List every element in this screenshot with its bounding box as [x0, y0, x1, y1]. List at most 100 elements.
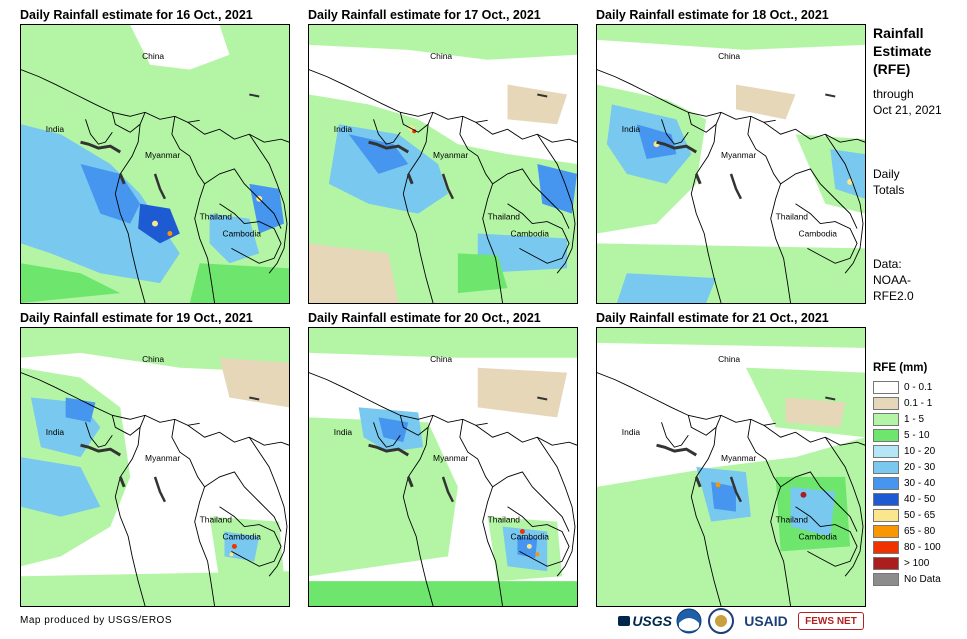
label-china: China	[430, 354, 452, 364]
rainfall-map: China India Myanmar Thailand Cambodia	[308, 327, 578, 607]
rainfall-map: China India Myanmar Thailand Cambodia	[596, 24, 866, 304]
label-thailand: Thailand	[776, 212, 809, 222]
totals-text: Totals	[873, 183, 905, 197]
label-thailand: Thailand	[776, 515, 809, 525]
legend-item: 10 - 20	[873, 443, 941, 459]
noaa-logo	[675, 606, 703, 636]
panel-title: Daily Rainfall estimate for 20 Oct., 202…	[308, 311, 541, 325]
legend-item: 1 - 5	[873, 411, 941, 427]
legend-item: 0.1 - 1	[873, 395, 941, 411]
label-india: India	[622, 427, 641, 437]
legend-label: 20 - 30	[904, 461, 936, 473]
usgs-logo: USGS	[618, 606, 672, 636]
rainfall-map: China India Myanmar Thailand Cambodia	[20, 327, 290, 607]
legend-swatch	[873, 556, 899, 570]
label-thailand: Thailand	[488, 212, 521, 222]
legend-swatch	[873, 412, 899, 426]
label-india: India	[334, 427, 353, 437]
legend-item: 65 - 80	[873, 523, 941, 539]
legend-label: 30 - 40	[904, 477, 936, 489]
label-myanmar: Myanmar	[145, 453, 180, 463]
legend-swatch	[873, 572, 899, 586]
date-text: Oct 21, 2021	[873, 103, 942, 117]
logo-strip: USGS USAID FEWS NET	[618, 606, 864, 636]
fews-net-logo: FEWS NET	[798, 612, 864, 630]
legend-label: 10 - 20	[904, 445, 936, 457]
legend-item: 30 - 40	[873, 475, 941, 491]
label-china: China	[718, 51, 740, 61]
label-china: China	[430, 51, 452, 61]
legend-swatch	[873, 508, 899, 522]
label-thailand: Thailand	[200, 212, 233, 222]
legend-swatch	[873, 476, 899, 490]
rainfall-map: China India Myanmar Thailand Cambodia	[20, 24, 290, 304]
sidebar-data-source: Data: NOAA- RFE2.0	[873, 256, 914, 304]
rainfall-map: China India Myanmar Thailand Cambodia	[596, 327, 866, 607]
panel-title: Daily Rainfall estimate for 16 Oct., 202…	[20, 8, 253, 22]
legend-item: 5 - 10	[873, 427, 941, 443]
label-cambodia: Cambodia	[798, 228, 837, 238]
data-source-line: RFE2.0	[873, 289, 914, 303]
legend-label: No Data	[904, 573, 941, 585]
legend-swatch	[873, 396, 899, 410]
legend-label: 1 - 5	[904, 413, 925, 425]
legend-swatch	[873, 444, 899, 458]
panel-title: Daily Rainfall estimate for 18 Oct., 202…	[596, 8, 829, 22]
label-cambodia: Cambodia	[510, 228, 549, 238]
label-china: China	[142, 354, 164, 364]
label-cambodia: Cambodia	[510, 531, 549, 541]
panel-title: Daily Rainfall estimate for 17 Oct., 202…	[308, 8, 541, 22]
state-seal-logo	[707, 606, 735, 636]
label-myanmar: Myanmar	[433, 453, 468, 463]
label-thailand: Thailand	[488, 515, 521, 525]
label-cambodia: Cambodia	[222, 531, 261, 541]
sidebar-daily-totals: Daily Totals	[873, 166, 904, 198]
label-thailand: Thailand	[200, 515, 233, 525]
legend-swatch	[873, 460, 899, 474]
legend-swatch	[873, 428, 899, 442]
label-cambodia: Cambodia	[222, 228, 261, 238]
legend-label: 65 - 80	[904, 525, 936, 537]
label-myanmar: Myanmar	[721, 150, 756, 160]
panel-title: Daily Rainfall estimate for 19 Oct., 202…	[20, 311, 253, 325]
panel-title: Daily Rainfall estimate for 21 Oct., 202…	[596, 311, 829, 325]
legend-item: No Data	[873, 571, 941, 587]
title-line: Rainfall	[873, 25, 924, 41]
label-india: India	[622, 124, 641, 134]
legend-item: 80 - 100	[873, 539, 941, 555]
label-india: India	[46, 427, 65, 437]
legend-swatch	[873, 380, 899, 394]
map-credit: Map produced by USGS/EROS	[20, 615, 173, 626]
rfe-legend: RFE (mm) 0 - 0.1 0.1 - 1 1 - 5 5 - 10 10 - 2…	[873, 362, 941, 587]
through-text: through	[873, 87, 914, 101]
label-china: China	[142, 51, 164, 61]
data-source-line: NOAA-	[873, 273, 912, 287]
legend-label: 80 - 100	[904, 541, 941, 553]
title-line: (RFE)	[873, 61, 911, 77]
legend-item: 50 - 65	[873, 507, 941, 523]
label-myanmar: Myanmar	[433, 150, 468, 160]
legend-title: RFE (mm)	[873, 362, 928, 374]
legend-item: 20 - 30	[873, 459, 941, 475]
legend-label: 5 - 10	[904, 429, 930, 441]
data-label: Data:	[873, 257, 902, 271]
label-myanmar: Myanmar	[145, 150, 180, 160]
legend-swatch	[873, 540, 899, 554]
legend-label: 40 - 50	[904, 493, 936, 505]
label-india: India	[334, 124, 353, 134]
label-cambodia: Cambodia	[798, 531, 837, 541]
legend-item: > 100	[873, 555, 941, 571]
label-india: India	[46, 124, 65, 134]
legend-swatch	[873, 524, 899, 538]
legend-item: 40 - 50	[873, 491, 941, 507]
label-china: China	[718, 354, 740, 364]
legend-swatch	[873, 492, 899, 506]
legend-label: > 100	[904, 557, 930, 569]
legend-label: 0 - 0.1	[904, 381, 933, 393]
label-myanmar: Myanmar	[721, 453, 756, 463]
legend-item: 0 - 0.1	[873, 379, 941, 395]
usgs-logo-text: USGS	[632, 613, 672, 629]
legend-label: 50 - 65	[904, 509, 936, 521]
daily-text: Daily	[873, 167, 900, 181]
legend-label: 0.1 - 1	[904, 397, 933, 409]
